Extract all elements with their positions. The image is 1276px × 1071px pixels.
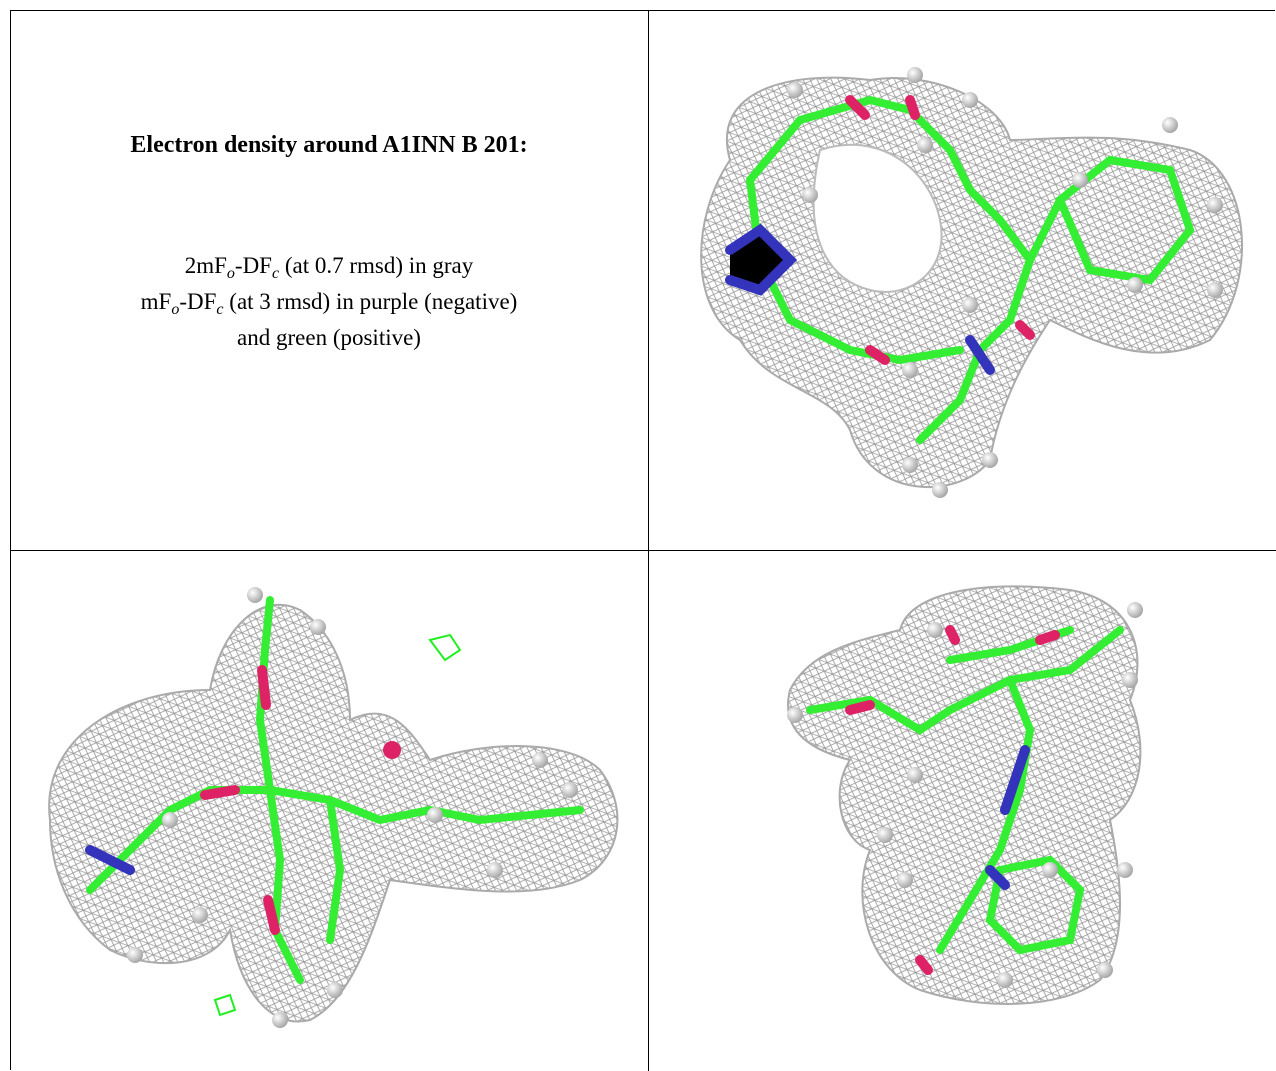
text-cell: Electron density around A1INN B 201: 2mF… — [10, 10, 648, 550]
density-view-3 — [787, 585, 1143, 1005]
density-view-2 — [48, 587, 619, 1028]
caption-text: mF — [140, 289, 172, 314]
caption-line: mFo-DFc (at 3 rmsd) in purple (negative) — [10, 284, 648, 320]
column-divider — [648, 10, 649, 1071]
figure-table: Electron density around A1INN B 201: 2mF… — [10, 10, 1276, 1071]
caption-text: 2mF — [184, 253, 227, 278]
subscript: o — [226, 265, 235, 282]
density-view-1 — [700, 67, 1244, 498]
title: Electron density around A1INN B 201: — [130, 132, 528, 158]
row-divider — [10, 550, 1276, 551]
caption-text: and green (positive) — [237, 325, 421, 350]
subscript: c — [216, 301, 224, 318]
caption-text: (at 0.7 rmsd) in gray — [279, 253, 474, 278]
caption-line: and green (positive) — [10, 320, 648, 356]
caption: 2mFo-DFc (at 0.7 rmsd) in gray mFo-DFc (a… — [10, 248, 648, 356]
subscript: o — [171, 301, 180, 318]
caption-text: -DF — [234, 253, 272, 278]
caption-line: 2mFo-DFc (at 0.7 rmsd) in gray — [10, 248, 648, 284]
caption-text: (at 3 rmsd) in purple (negative) — [223, 289, 518, 314]
table-border — [10, 10, 1275, 1070]
caption-text: -DF — [179, 289, 217, 314]
subscript: c — [271, 265, 280, 282]
